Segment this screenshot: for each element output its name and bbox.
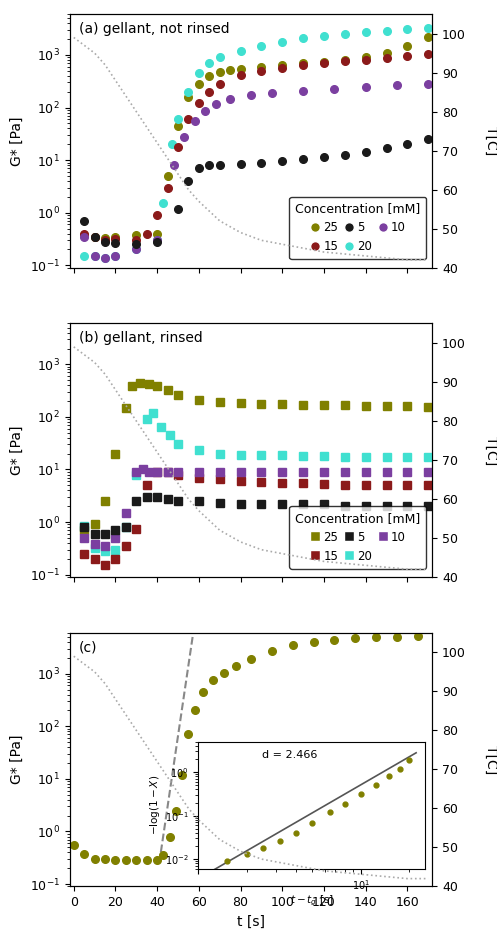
Text: (b) gellant, rinsed: (b) gellant, rinsed [79,331,202,345]
Y-axis label: G* [Pa]: G* [Pa] [10,116,24,166]
Legend: 25, 15, 5, 20, 10: 25, 15, 5, 20, 10 [289,506,426,568]
Text: (a) gellant, not rinsed: (a) gellant, not rinsed [79,22,229,36]
Legend: 25, 15, 5, 20, 10: 25, 15, 5, 20, 10 [289,197,426,259]
Y-axis label: G* [Pa]: G* [Pa] [10,734,24,784]
Y-axis label: T[C]: T[C] [484,745,497,774]
Y-axis label: G* [Pa]: G* [Pa] [10,426,24,475]
Text: (c): (c) [79,641,97,655]
X-axis label: t [s]: t [s] [237,915,265,929]
Y-axis label: T[C]: T[C] [484,435,497,465]
Y-axis label: T[C]: T[C] [484,127,497,156]
